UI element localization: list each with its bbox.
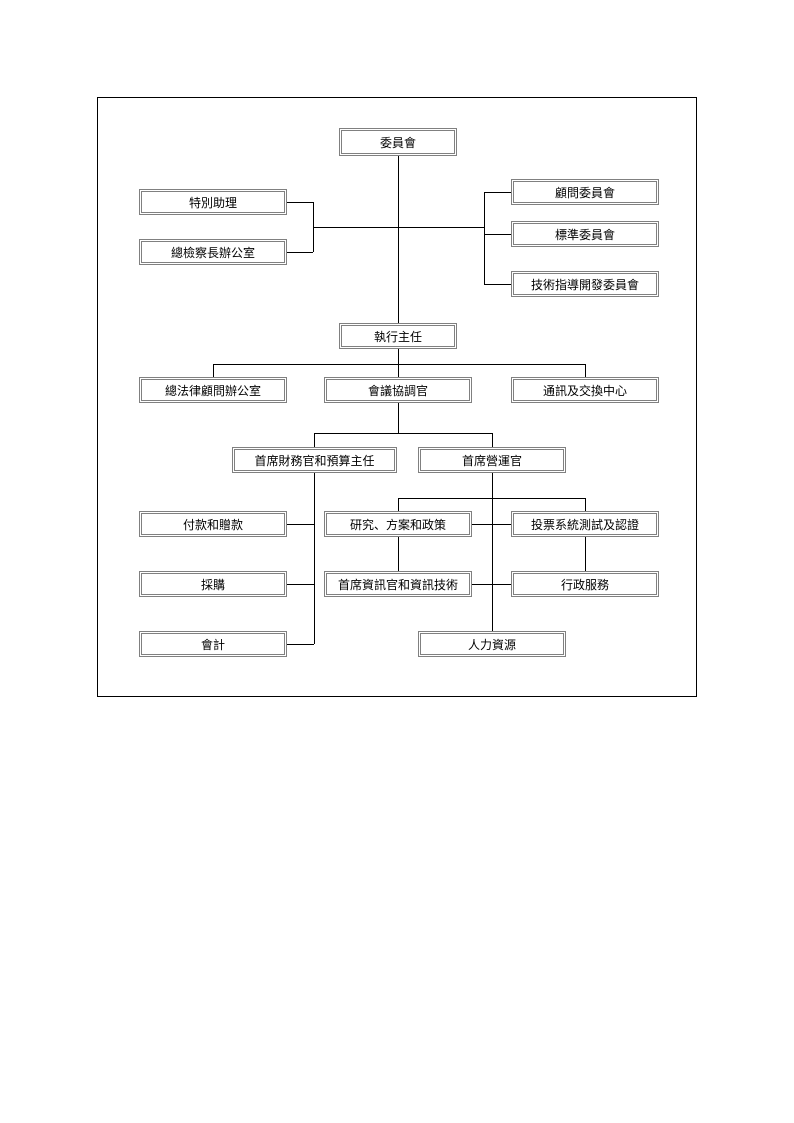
edge — [287, 644, 314, 645]
node-general-counsel: 總法律顧問辦公室 — [139, 377, 287, 403]
edge — [398, 403, 399, 433]
node-admin-services: 行政服務 — [511, 571, 659, 597]
edge — [314, 433, 315, 447]
node-cfo: 首席財務官和預算主任 — [232, 447, 397, 473]
edge — [472, 584, 511, 585]
edge — [213, 364, 214, 377]
edge — [287, 584, 314, 585]
node-exec-director: 執行主任 — [339, 323, 457, 349]
node-payments-grants: 付款和贈款 — [139, 511, 287, 537]
edge — [213, 364, 585, 365]
edge — [313, 202, 314, 252]
edge — [398, 364, 399, 377]
edge — [585, 498, 586, 511]
edge — [398, 349, 399, 364]
node-conf-coordinator: 會議協調官 — [324, 377, 472, 403]
edge — [398, 537, 399, 571]
edge — [484, 284, 511, 285]
node-standards-board: 標準委員會 — [511, 221, 659, 247]
edge — [484, 192, 485, 284]
edge — [585, 364, 586, 377]
edge — [398, 498, 399, 511]
node-special-assistant: 特別助理 — [139, 189, 287, 215]
node-accounting: 會計 — [139, 631, 287, 657]
edge — [484, 234, 511, 235]
page: 委員會特別助理總檢察長辦公室 顧問委員會標準委員會技術指導開發委員會執行主任總法律… — [0, 0, 794, 1123]
node-advisory-board: 顧問委員會 — [511, 179, 659, 205]
edge — [398, 156, 399, 323]
edge — [398, 498, 585, 499]
edge — [472, 524, 511, 525]
edge — [314, 433, 492, 434]
node-comm-clearinghouse: 通訊及交換中心 — [511, 377, 659, 403]
node-hr: 人力資源 — [418, 631, 566, 657]
node-coo: 首席營運官 — [418, 447, 566, 473]
edge — [484, 192, 511, 193]
edge — [313, 227, 398, 228]
node-cio-it: 首席資訊官和資訊技術 — [324, 571, 472, 597]
edge — [585, 537, 586, 571]
node-inspector-general: 總檢察長辦公室 — [139, 239, 287, 265]
edge — [314, 473, 315, 644]
node-commission: 委員會 — [339, 128, 457, 156]
node-voting-sys-test: 投票系統測試及認證 — [511, 511, 659, 537]
node-research-policy: 研究、方案和政策 — [324, 511, 472, 537]
edge — [287, 202, 313, 203]
node-tech-guidelines: 技術指導開發委員會 — [511, 271, 659, 297]
edge — [492, 433, 493, 447]
edge — [287, 524, 314, 525]
edge — [287, 252, 313, 253]
edge — [398, 227, 484, 228]
node-procurement: 採購 — [139, 571, 287, 597]
